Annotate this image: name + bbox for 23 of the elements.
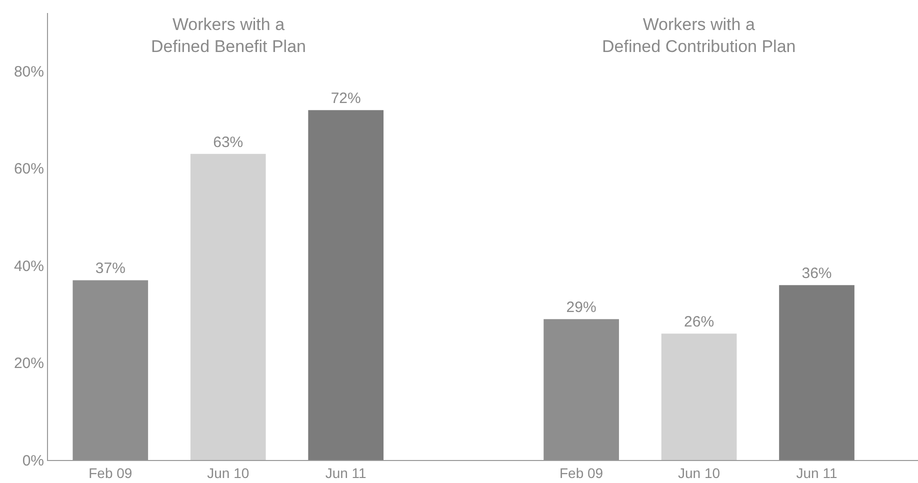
x-tick-label: Jun 10 bbox=[678, 464, 720, 481]
bar bbox=[308, 110, 384, 460]
x-tick-label: Feb 09 bbox=[88, 464, 132, 481]
data-label: 36% bbox=[802, 265, 832, 282]
data-label: 37% bbox=[95, 260, 126, 278]
x-tick-label: Jun 11 bbox=[796, 464, 838, 481]
data-label: 72% bbox=[330, 90, 361, 108]
y-tick-label: 60% bbox=[14, 160, 44, 178]
annotation: Workers with a Defined Contribution Plan bbox=[602, 15, 796, 56]
x-tick-label: Jun 11 bbox=[325, 464, 367, 481]
y-tick-label: 40% bbox=[14, 258, 44, 275]
data-label: 26% bbox=[684, 314, 714, 331]
bar bbox=[779, 285, 854, 460]
x-tick-label: Feb 09 bbox=[560, 464, 604, 481]
x-tick-label: Jun 10 bbox=[207, 464, 250, 481]
y-tick-label: 20% bbox=[14, 355, 44, 372]
data-label: 63% bbox=[213, 134, 244, 151]
annotation: Workers with a Defined Benefit Plan bbox=[151, 15, 306, 56]
y-tick-label: 80% bbox=[14, 64, 44, 81]
y-tick-label: 0% bbox=[22, 452, 44, 470]
bar bbox=[661, 334, 737, 460]
bar bbox=[190, 154, 266, 460]
data-label: 29% bbox=[566, 299, 596, 316]
